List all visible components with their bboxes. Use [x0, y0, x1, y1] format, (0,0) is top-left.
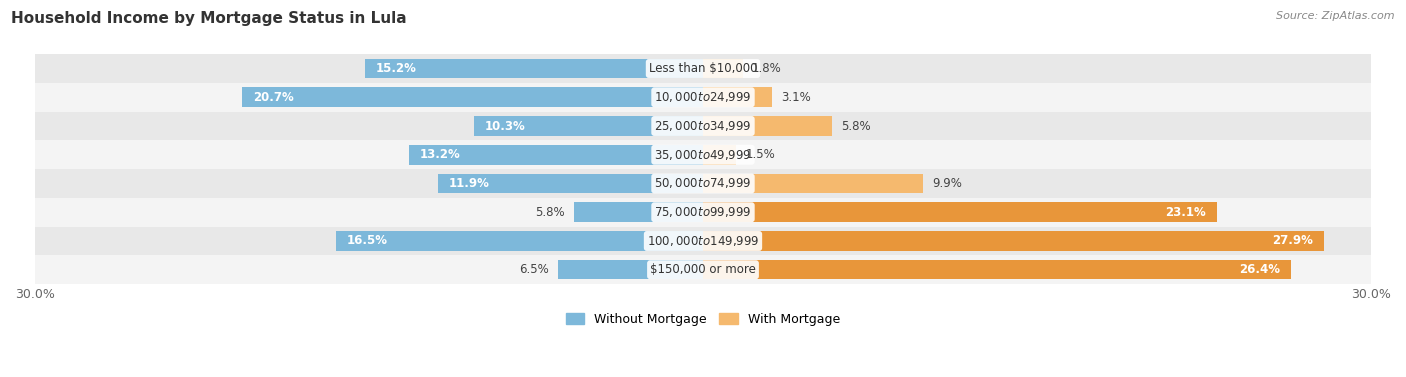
Text: 26.4%: 26.4% — [1239, 263, 1279, 276]
Bar — [35, 112, 1371, 140]
Bar — [703, 87, 772, 107]
Bar — [439, 174, 703, 193]
Text: $35,000 to $49,999: $35,000 to $49,999 — [654, 148, 752, 162]
Text: $75,000 to $99,999: $75,000 to $99,999 — [654, 205, 752, 219]
Text: $25,000 to $34,999: $25,000 to $34,999 — [654, 119, 752, 133]
Bar — [35, 83, 1371, 112]
Bar — [703, 231, 1324, 251]
Bar — [35, 169, 1371, 198]
Text: $100,000 to $149,999: $100,000 to $149,999 — [647, 234, 759, 248]
Bar — [35, 227, 1371, 255]
Text: $150,000 or more: $150,000 or more — [650, 263, 756, 276]
Text: $10,000 to $24,999: $10,000 to $24,999 — [654, 90, 752, 104]
Text: 13.2%: 13.2% — [420, 148, 461, 161]
Text: 27.9%: 27.9% — [1272, 234, 1313, 247]
Text: 10.3%: 10.3% — [485, 120, 526, 132]
Text: 23.1%: 23.1% — [1166, 206, 1206, 219]
Text: Source: ZipAtlas.com: Source: ZipAtlas.com — [1277, 11, 1395, 21]
Bar — [35, 198, 1371, 227]
Bar — [703, 202, 1218, 222]
Text: 1.8%: 1.8% — [752, 62, 782, 75]
Text: 20.7%: 20.7% — [253, 91, 294, 104]
Bar — [703, 260, 1291, 279]
Bar — [35, 255, 1371, 284]
Bar — [409, 145, 703, 164]
Text: 6.5%: 6.5% — [520, 263, 550, 276]
Bar — [574, 202, 703, 222]
Text: 5.8%: 5.8% — [536, 206, 565, 219]
Bar — [364, 59, 703, 78]
Bar — [703, 116, 832, 136]
Text: 1.5%: 1.5% — [745, 148, 775, 161]
Text: Household Income by Mortgage Status in Lula: Household Income by Mortgage Status in L… — [11, 11, 406, 26]
Bar — [703, 59, 744, 78]
Bar — [703, 145, 737, 164]
Bar — [474, 116, 703, 136]
Bar — [35, 54, 1371, 83]
Bar — [242, 87, 703, 107]
Text: 16.5%: 16.5% — [347, 234, 388, 247]
Bar — [35, 140, 1371, 169]
Bar — [336, 231, 703, 251]
Bar — [703, 174, 924, 193]
Text: Less than $10,000: Less than $10,000 — [648, 62, 758, 75]
Text: $50,000 to $74,999: $50,000 to $74,999 — [654, 176, 752, 190]
Text: 11.9%: 11.9% — [449, 177, 491, 190]
Text: 5.8%: 5.8% — [841, 120, 870, 132]
Bar — [558, 260, 703, 279]
Text: 9.9%: 9.9% — [932, 177, 962, 190]
Text: 15.2%: 15.2% — [375, 62, 416, 75]
Text: 3.1%: 3.1% — [780, 91, 811, 104]
Legend: Without Mortgage, With Mortgage: Without Mortgage, With Mortgage — [561, 308, 845, 331]
